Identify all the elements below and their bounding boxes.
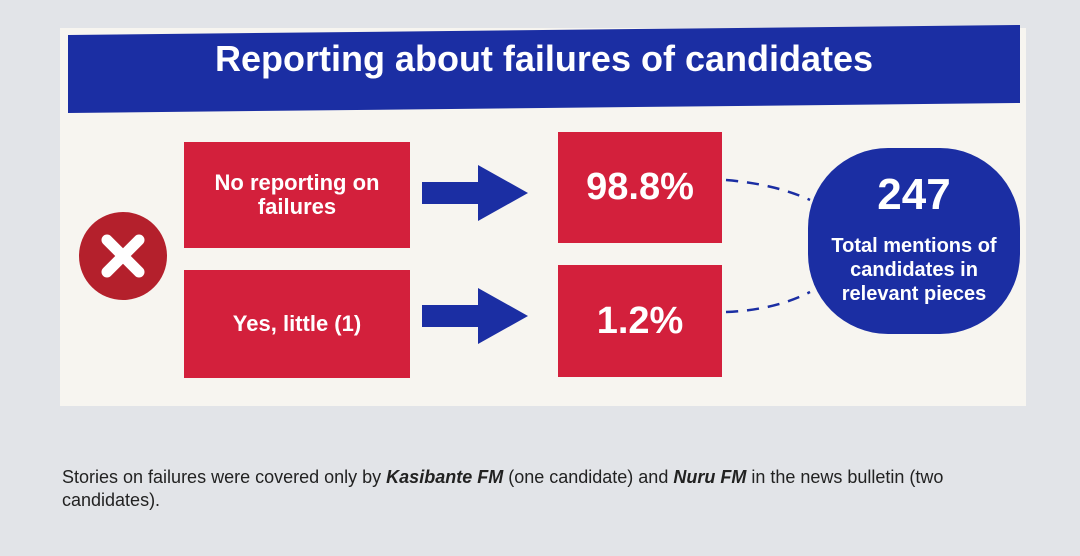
total-label: Total mentions of candidates in relevant… — [831, 235, 997, 305]
row-value: 98.8% — [558, 132, 722, 243]
connector — [725, 290, 811, 314]
arrow — [422, 165, 528, 221]
caption: Stories on failures were covered only by… — [62, 466, 1042, 511]
total-box: 247 Total mentions of candidates in rele… — [808, 148, 1020, 334]
caption-text: (one candidate) and — [503, 467, 674, 487]
title: Reporting about failures of candidates — [214, 38, 874, 79]
arrow — [422, 288, 528, 344]
row-label: Yes, little (1) — [184, 270, 410, 378]
row-value: 1.2% — [558, 265, 722, 377]
row-label: No reporting on failures — [184, 142, 410, 248]
total-value: 247 — [877, 170, 951, 219]
connector — [725, 178, 811, 202]
caption-text: in the news bulletin (two candidates). — [62, 467, 944, 510]
caption-emphasis: Nuru FM — [673, 467, 747, 487]
caption-text: Stories on failures were covered only by — [62, 467, 387, 487]
cross-mark — [101, 234, 145, 278]
caption-emphasis: Kasibante FM — [386, 467, 504, 487]
